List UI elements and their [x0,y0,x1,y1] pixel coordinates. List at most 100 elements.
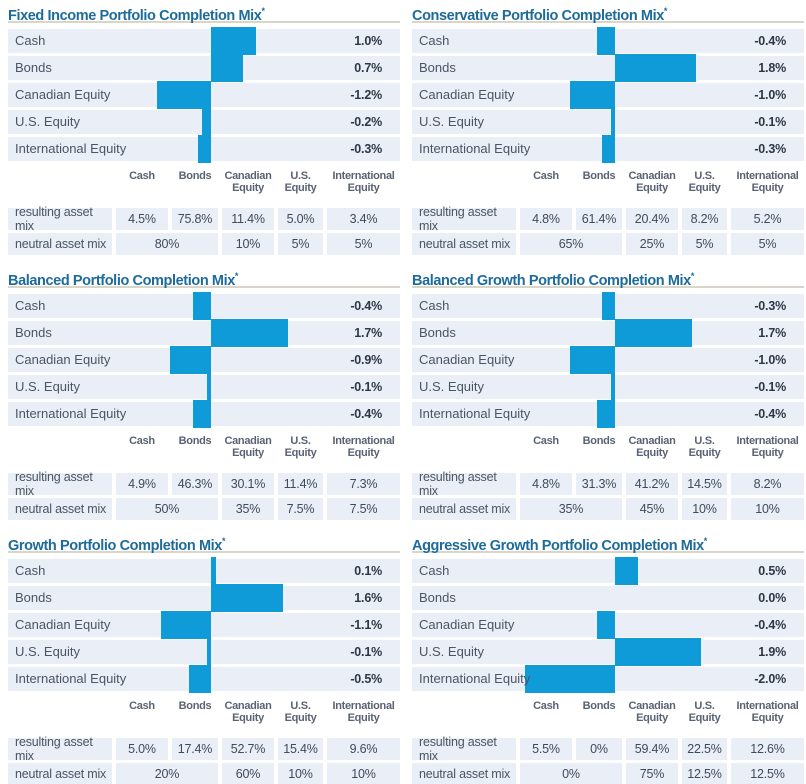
value-label: 0.7% [354,61,382,75]
category-label: U.S. Equity [15,379,81,394]
chart-row: Bonds 1.7% [412,319,804,347]
category-label: U.S. Equity [15,644,81,659]
title-footnote-marker: * [663,6,668,16]
value-label: 1.6% [354,591,382,605]
table-cell: 60% [222,763,274,784]
column-header-bonds: Bonds [582,435,616,447]
table-row-neutral: neutral asset mix 80% 10% 5% 5% [8,233,400,255]
column-header-bonds: Bonds [582,700,616,712]
chart-row: Cash 0.1% [8,557,400,585]
value-label: 1.7% [758,326,786,340]
column-header-cash: Cash [129,170,155,182]
bar [569,346,616,374]
asset-mix-table: resulting asset mix 4.8% 31.3% 41.2% 14.… [412,470,804,520]
row-label: neutral asset mix [8,763,112,784]
table-cell: 10% [278,763,323,784]
chart-row: Cash 0.5% [412,557,804,585]
bar [211,319,288,347]
bar [610,108,616,136]
chart-row: Bonds 1.6% [8,584,400,612]
table-cell: 8.2% [682,208,727,230]
chart-row: Bonds 0.0% [412,586,804,610]
category-label: International Equity [15,141,127,156]
category-label: U.S. Equity [15,114,81,129]
chart-row: Bonds 1.8% [412,54,804,82]
title-rule [412,286,804,288]
category-label: International Equity [15,406,127,421]
chart-row: International Equity -0.5% [8,665,400,693]
category-label: U.S. Equity [419,379,485,394]
table-cell: 61.4% [576,208,622,230]
title-footnote-marker: * [234,271,239,281]
bar [170,346,212,374]
table-cell: 7.3% [327,473,400,495]
table-cell: 20.4% [626,208,678,230]
table-cell: 4.8% [520,208,572,230]
bar [211,54,243,82]
bar [202,108,212,136]
category-label: International Equity [15,671,127,686]
value-label: -0.4% [754,34,786,48]
bar [156,81,212,109]
table-cell: 10% [327,763,400,784]
bar [597,400,616,428]
value-label: -0.1% [350,380,382,394]
table-cell-merged: 0% [520,763,622,784]
value-label: 1.7% [354,326,382,340]
title-footnote-marker: * [703,536,708,546]
column-header-international-equity: International Equity [736,435,799,460]
table-cell: 12.6% [731,738,804,760]
value-label: -0.4% [350,299,382,313]
table-header-row: Cash Bonds Canadian Equity U.S. Equity I… [412,700,804,736]
table-row-resulting: resulting asset mix 5.0% 17.4% 52.7% 15.… [8,735,400,763]
bar-chart: Cash 0.1% Bonds 1.6% Canadian Equity -1.1% … [8,557,400,693]
row-label: neutral asset mix [412,498,516,520]
value-label: -0.3% [754,299,786,313]
panel-title: Conservative Portfolio Completion Mix* [412,2,804,24]
chart-row: International Equity -0.4% [8,400,400,428]
row-label: resulting asset mix [412,470,516,498]
bar-chart: Cash -0.4% Bonds 1.7% Canadian Equity -0.9%… [8,292,400,428]
category-label: U.S. Equity [419,644,485,659]
value-label: -1.0% [754,353,786,367]
table-cell: 9.6% [327,738,400,760]
column-header-us-equity: U.S. Equity [284,170,317,195]
category-label: Bonds [419,590,456,605]
table-cell: 17.4% [172,738,218,760]
column-header-bonds: Bonds [178,170,212,182]
row-label: resulting asset mix [8,470,112,498]
category-label: Canadian Equity [15,87,111,102]
table-cell: 11.4% [222,208,274,230]
bar-chart: Cash 1.0% Bonds 0.7% Canadian Equity -1.2% … [8,27,400,163]
panel-title-text: Balanced Portfolio Completion Mix [8,272,235,289]
column-header-cash: Cash [533,435,559,447]
value-label: 1.9% [758,645,786,659]
table-cell: 3.4% [327,208,400,230]
category-label: Cash [419,563,450,578]
title-rule [412,21,804,23]
panel-title-text: Growth Portfolio Completion Mix [8,537,222,554]
bar [211,557,216,585]
table-cell: 5% [731,233,804,255]
table-cell: 41.2% [626,473,678,495]
column-header-canadian-equity: Canadian Equity [224,700,272,725]
table-cell: 5% [278,233,323,255]
table-cell: 7.5% [327,498,400,520]
chart-row: International Equity -2.0% [412,665,804,693]
value-label: 0.0% [758,591,786,605]
column-header-bonds: Bonds [178,700,212,712]
value-label: -0.4% [350,407,382,421]
column-header-cash: Cash [533,700,559,712]
value-label: 1.0% [354,34,382,48]
bar [188,665,212,693]
table-cell: 4.8% [520,473,572,495]
table-header-row: Cash Bonds Canadian Equity U.S. Equity I… [8,435,400,471]
chart-row: U.S. Equity -0.1% [412,108,804,136]
bar-chart: Cash -0.3% Bonds 1.7% Canadian Equity -1.0%… [412,292,804,428]
chart-row: Cash -0.3% [412,292,804,320]
chart-row: Bonds 0.7% [8,54,400,82]
table-cell: 5% [327,233,400,255]
category-label: Canadian Equity [419,87,515,102]
chart-row: U.S. Equity -0.1% [8,373,400,401]
category-label: U.S. Equity [419,114,485,129]
